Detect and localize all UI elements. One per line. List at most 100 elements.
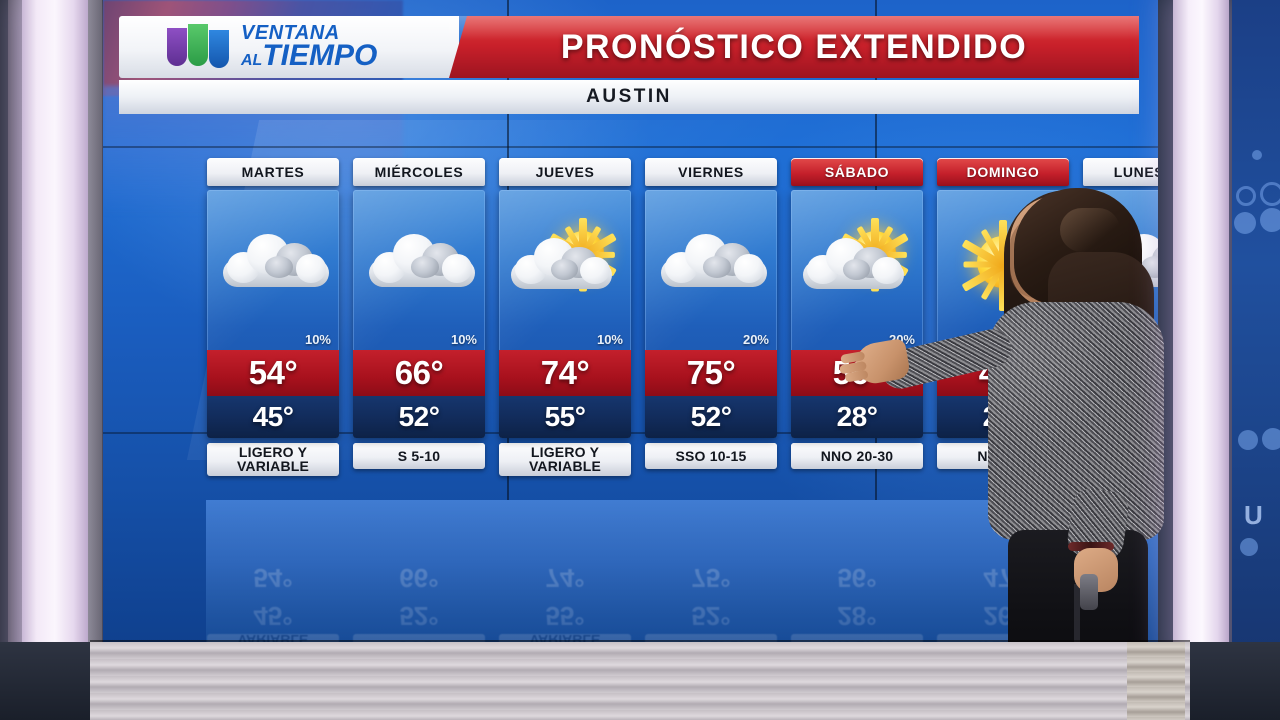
high-temp: 66° bbox=[394, 354, 444, 391]
day-name: LUNES bbox=[1113, 164, 1158, 180]
day-panel: 10% 74° 55° bbox=[499, 190, 631, 438]
lit-pillar-left bbox=[22, 0, 88, 700]
city-name: AUSTIN bbox=[586, 86, 672, 107]
forecast-title: PRONÓSTICO EXTENDIDO bbox=[449, 16, 1139, 78]
forecast-columns: MARTES 10% 54° 45° LIGERO Y VARIABLE MIÉRCOLES… bbox=[207, 158, 1158, 483]
low-temp-band: 52° bbox=[645, 396, 777, 438]
forecast-day-column[interactable]: VIERNES 20% 75° 52° SSO 10-15 bbox=[645, 158, 777, 469]
low-temp-band: 28° bbox=[791, 396, 923, 438]
cloudy-icon bbox=[645, 204, 777, 324]
partly-sunny-icon bbox=[499, 204, 631, 324]
video-wall: VENTANA ALTIEMPO PRONÓSTICO EXTENDIDO AU… bbox=[103, 0, 1158, 656]
cloudy-icon bbox=[353, 204, 485, 324]
cloud-puff bbox=[264, 256, 294, 279]
forecast-day-column[interactable]: MARTES 10% 54° 45° LIGERO Y VARIABLE bbox=[207, 158, 339, 476]
low-temp: 45° bbox=[252, 401, 294, 432]
low-temp: 52° bbox=[398, 401, 440, 432]
day-panel: 20%56°28° bbox=[791, 190, 923, 438]
cloud-puff bbox=[410, 256, 440, 279]
day-name: SÁBADO bbox=[824, 164, 890, 180]
sun-ray bbox=[999, 219, 1007, 265]
day-header[interactable]: MARTES bbox=[207, 158, 339, 186]
high-temp-band: 74° bbox=[499, 350, 631, 396]
low-temp-band: 55° bbox=[499, 396, 631, 438]
high-temp: 54° bbox=[248, 354, 298, 391]
precip-chance: 20% bbox=[742, 332, 769, 347]
reflected-low-temp: 52° bbox=[691, 601, 731, 632]
cloudy-icon bbox=[207, 204, 339, 324]
low-temp: 52° bbox=[690, 401, 732, 432]
cloud-puff bbox=[441, 254, 473, 283]
logo-line-tiempo: ALTIEMPO bbox=[241, 39, 378, 72]
pillar-left-edge-outer bbox=[88, 0, 102, 700]
high-temp: 75° bbox=[686, 354, 736, 391]
day-header[interactable]: JUEVES bbox=[499, 158, 631, 186]
day-name: MARTES bbox=[241, 164, 305, 180]
cloud-puff bbox=[842, 259, 871, 281]
wind-value: LIGERO Y VARIABLE bbox=[236, 444, 310, 475]
precip-chance: 10% bbox=[304, 332, 331, 347]
presenter-bracelet bbox=[1068, 542, 1114, 551]
day-panel: 10% 54° 45° bbox=[207, 190, 339, 438]
wind-plate: NNO 20-30 bbox=[791, 443, 923, 469]
riser-slats bbox=[1127, 642, 1185, 720]
brand-dot bbox=[1260, 208, 1280, 232]
wall-bezel-seam bbox=[103, 146, 1158, 148]
wind-plate: SSO 10-15 bbox=[645, 443, 777, 469]
forecast-day-column[interactable]: JUEVES 10% 74° 55° LIGERO Y VARIABLE bbox=[499, 158, 631, 476]
day-header[interactable]: VIERNES bbox=[645, 158, 777, 186]
presenter-leg-separation bbox=[1074, 584, 1080, 682]
precip-chance: 10% bbox=[450, 332, 477, 347]
lit-pillar-right bbox=[1173, 0, 1229, 660]
reflected-high-temp: 66° bbox=[399, 563, 439, 594]
forecast-day-column[interactable]: MIÉRCOLES 10% 66° 52° S 5-10 bbox=[353, 158, 485, 469]
reflected-low-temp: 55° bbox=[545, 601, 585, 632]
univision-logo-icon bbox=[167, 24, 229, 70]
day-header[interactable]: DOMINGO bbox=[937, 158, 1069, 186]
reflected-high-temp: 74° bbox=[545, 563, 585, 594]
brand-dot bbox=[1262, 428, 1280, 450]
wind-value: LIGERO Y VARIABLE bbox=[528, 444, 602, 475]
day-panel: 10% 66° 52° bbox=[353, 190, 485, 438]
reflected-high-temp: 54° bbox=[253, 563, 293, 594]
low-temp: 55° bbox=[544, 401, 586, 432]
wind-value: S 5-10 bbox=[397, 447, 441, 464]
high-temp-band: 75° bbox=[645, 350, 777, 396]
brand-ring bbox=[1260, 182, 1280, 206]
day-name: MIÉRCOLES bbox=[374, 164, 464, 180]
city-bar: AUSTIN bbox=[119, 80, 1139, 114]
wind-value: SSO 10-15 bbox=[675, 447, 747, 464]
network-logo-plate: VENTANA ALTIEMPO bbox=[119, 16, 459, 78]
reflected-low-temp: 45° bbox=[253, 601, 293, 632]
presenter-clicker bbox=[1080, 574, 1098, 610]
studio-desk-riser bbox=[90, 642, 1190, 720]
high-temp-band: 54° bbox=[207, 350, 339, 396]
broadcast-header: VENTANA ALTIEMPO PRONÓSTICO EXTENDIDO bbox=[119, 16, 1139, 78]
sun-ray bbox=[579, 218, 587, 255]
day-header[interactable]: MIÉRCOLES bbox=[353, 158, 485, 186]
day-name: JUEVES bbox=[535, 164, 595, 180]
low-temp: 28° bbox=[836, 401, 878, 432]
brand-ring bbox=[1236, 186, 1256, 206]
day-panel: 20% 75° 52° bbox=[645, 190, 777, 438]
day-header[interactable]: LUNES bbox=[1083, 158, 1158, 186]
partly-sunny-icon bbox=[791, 204, 923, 324]
brand-dot bbox=[1238, 430, 1258, 450]
reflected-low-temp: 52° bbox=[399, 601, 439, 632]
day-name: VIERNES bbox=[678, 164, 744, 180]
brand-panel: U bbox=[1232, 0, 1280, 660]
day-header[interactable]: SÁBADO bbox=[791, 158, 923, 186]
cloud-puff bbox=[580, 257, 610, 285]
logo-line-al: AL bbox=[241, 52, 263, 69]
brand-dot bbox=[1252, 150, 1262, 160]
cloud-puff bbox=[550, 259, 579, 281]
brand-letter-u: U bbox=[1244, 500, 1263, 530]
precip-chance: 10% bbox=[596, 332, 623, 347]
forecast-day-column[interactable]: SÁBADO 20%56°28° NNO 20-30 bbox=[791, 158, 923, 469]
reflected-low-temp: 28° bbox=[837, 601, 877, 632]
sun-ray bbox=[871, 218, 879, 255]
logo-line-ventana: VENTANA bbox=[241, 22, 340, 44]
wind-plate: LIGERO Y VARIABLE bbox=[499, 443, 631, 476]
high-temp-band: 66° bbox=[353, 350, 485, 396]
